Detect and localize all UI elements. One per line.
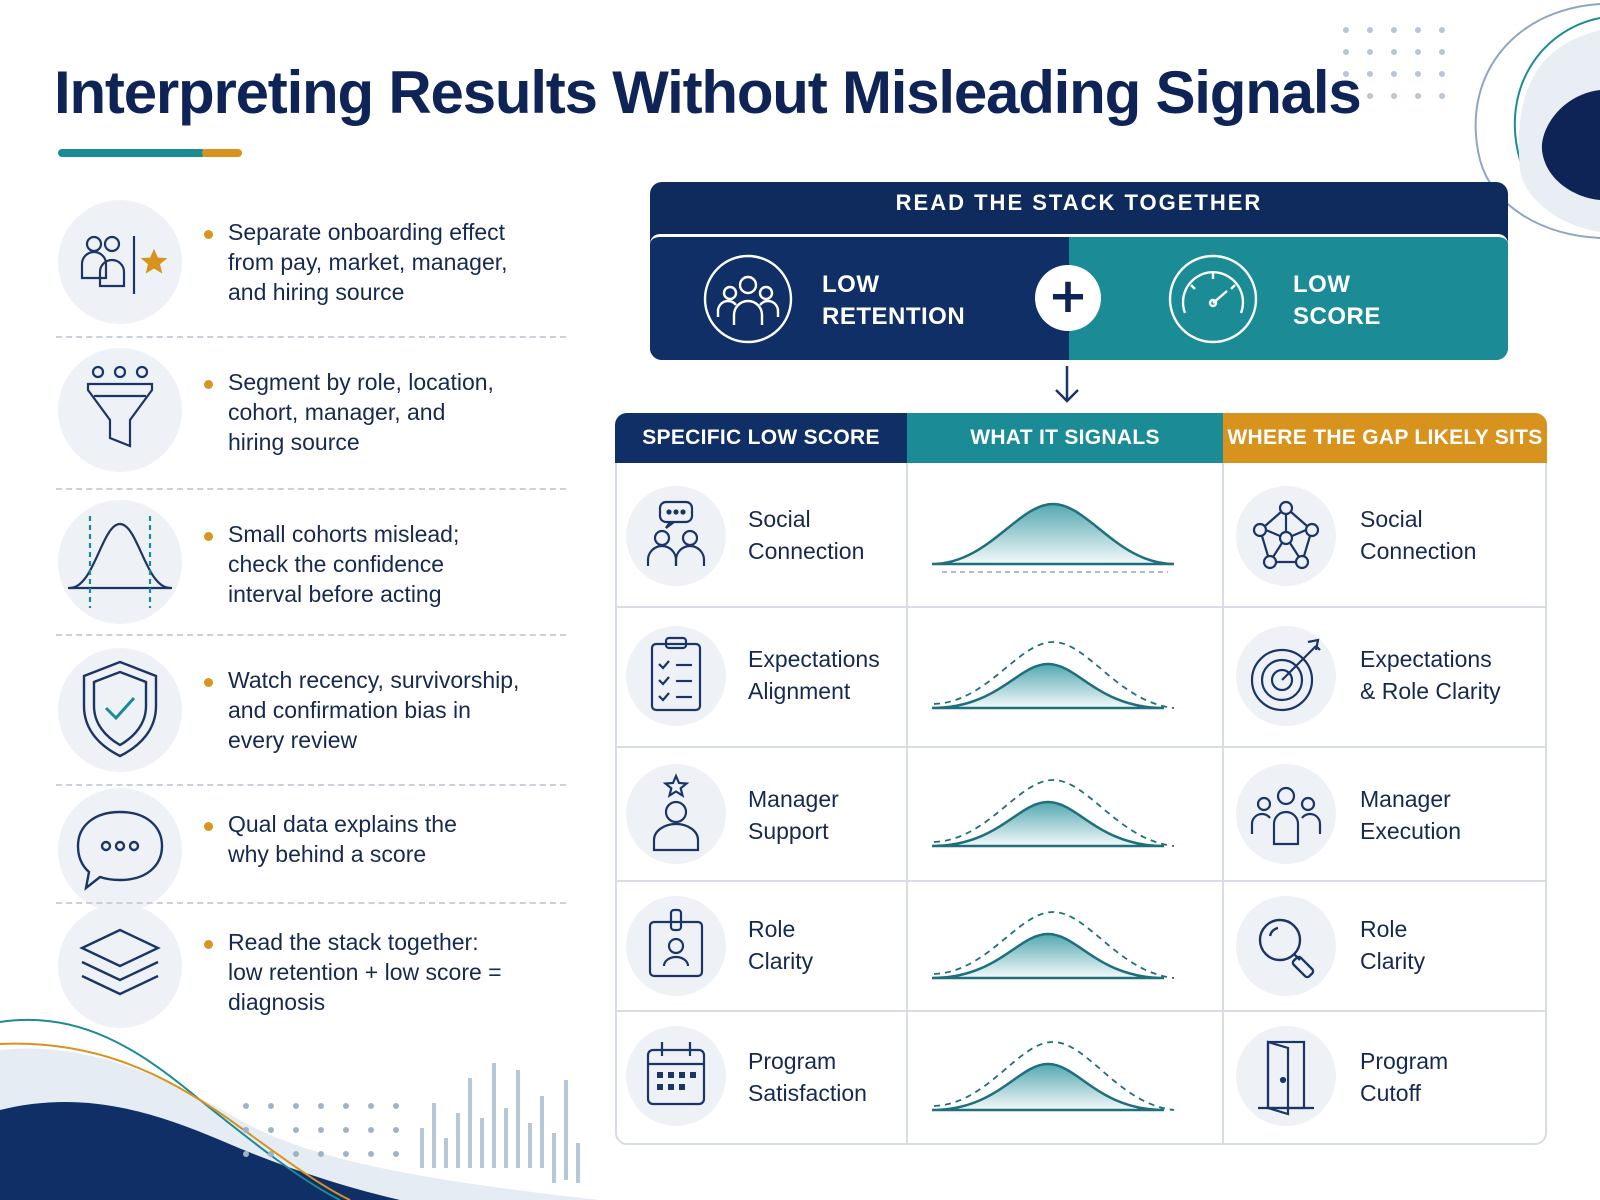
title-underline <box>58 149 242 157</box>
bell-curve-dashed-icon <box>931 911 1175 980</box>
magnifier-icon <box>1236 896 1336 996</box>
bullet-dot <box>204 940 213 949</box>
bullet-dot <box>204 380 213 389</box>
tip-text: Read the stack together: low retention + … <box>228 929 502 1015</box>
gap-label: Social Connection <box>1360 506 1477 564</box>
team-icon <box>1236 764 1336 864</box>
divider <box>56 634 566 636</box>
row-divider <box>615 880 1547 882</box>
bottom-left-wave-decoration <box>0 1018 600 1200</box>
tip-text: Separate onboarding effect from pay, mark… <box>228 219 508 305</box>
bell-curve-dashed-icon <box>931 779 1175 848</box>
dot-grid-top-decoration <box>1343 27 1445 99</box>
network-icon <box>1236 486 1336 586</box>
gap-label: Expectations & Role Clarity <box>1360 646 1501 704</box>
bell-curve-icon <box>58 500 182 624</box>
header-what-it-signals: WHAT IT SIGNALS <box>907 413 1223 463</box>
door-exit-icon <box>1236 1026 1336 1126</box>
funnel-icon <box>58 348 182 472</box>
divider <box>56 336 566 338</box>
tip-text: Small cohorts mislead; check the confiden… <box>228 521 460 607</box>
corner-arc-decoration <box>1474 3 1600 239</box>
bell-curve-dashed-icon <box>931 641 1175 710</box>
stack-title: READ THE STACK TOGETHER <box>895 190 1263 215</box>
row-divider <box>615 1010 1547 1012</box>
gap-label: Role Clarity <box>1360 916 1426 974</box>
clipboard-checklist-icon <box>626 626 726 726</box>
score-label: Expectations Alignment <box>748 646 880 704</box>
score-label: Manager Support <box>748 786 839 844</box>
page-title: Interpreting Results Without Misleading … <box>54 59 1362 126</box>
dot-grid-bottom-decoration <box>243 1103 399 1157</box>
score-label: Program Satisfaction <box>748 1048 867 1106</box>
gap-label: Manager Execution <box>1360 786 1462 844</box>
bullet-dot <box>204 822 213 831</box>
column-divider <box>906 463 908 1145</box>
shield-check-icon <box>58 648 182 772</box>
bell-curve-dashed-icon <box>931 1041 1175 1112</box>
calendar-icon <box>626 1026 726 1126</box>
bullet-dot <box>204 230 213 239</box>
row-divider <box>615 746 1547 748</box>
score-label: Social Connection <box>748 506 865 564</box>
low-score-label: LOW SCORE <box>1293 271 1381 330</box>
layers-icon <box>58 904 182 1028</box>
header-gap-location: WHERE THE GAP LIKELY SITS <box>1223 413 1547 463</box>
divider <box>56 488 566 490</box>
tip-text: Watch recency, survivorship, and confirma… <box>228 667 520 753</box>
bullet-dot <box>204 678 213 687</box>
divider <box>56 902 566 904</box>
gauge-icon <box>1168 254 1258 344</box>
id-badge-icon <box>626 896 726 996</box>
arrow-down-icon <box>1055 366 1079 403</box>
bell-curve-baseline-icon <box>931 502 1175 573</box>
tip-text: Qual data explains the why behind a score <box>228 811 457 867</box>
chat-bubble-icon <box>58 788 182 912</box>
person-star-icon <box>626 764 726 864</box>
plus-icon: + <box>1035 265 1101 331</box>
low-retention-panel: LOW RETENTION <box>650 234 1069 360</box>
bar-pattern-decoration <box>420 1063 580 1183</box>
divider <box>56 784 566 786</box>
low-score-panel: LOW SCORE <box>1069 234 1508 360</box>
gap-label: Program Cutoff <box>1360 1048 1449 1106</box>
people-star-icon <box>58 200 182 324</box>
target-arrow-icon <box>1236 626 1336 726</box>
header-specific-low-score: SPECIFIC LOW SCORE <box>615 413 907 463</box>
row-divider <box>615 606 1547 608</box>
group-icon <box>703 254 793 344</box>
column-divider <box>1222 463 1224 1145</box>
tip-text: Segment by role, location, cohort, manage… <box>228 369 494 455</box>
score-label: Role Clarity <box>748 916 814 974</box>
people-chat-icon <box>626 486 726 586</box>
low-retention-label: LOW RETENTION <box>822 271 966 330</box>
bullet-dot <box>204 532 213 541</box>
